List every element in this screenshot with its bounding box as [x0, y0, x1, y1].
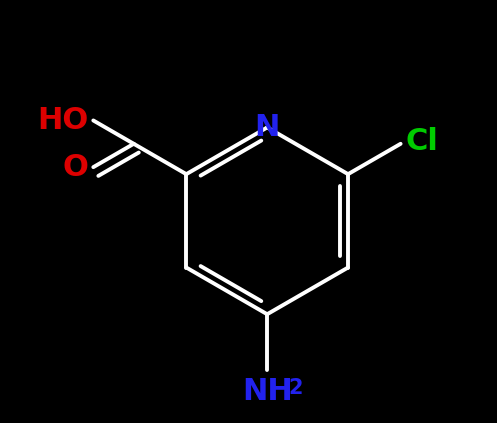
Text: NH: NH	[242, 377, 293, 406]
Text: 2: 2	[289, 378, 303, 398]
Text: O: O	[63, 153, 88, 181]
Text: Cl: Cl	[405, 127, 438, 156]
Text: N: N	[254, 113, 280, 142]
Text: HO: HO	[37, 106, 88, 135]
